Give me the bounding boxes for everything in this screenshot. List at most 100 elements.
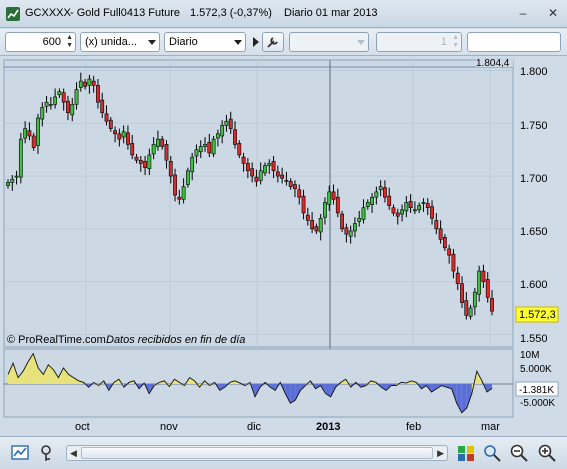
zoom-in-icon[interactable]: [537, 443, 557, 463]
chart-toolbar: 600 ▲ ▼ (x) unida... Diario 1 ▲ ▼: [0, 29, 567, 56]
chevron-down-icon: [148, 40, 156, 45]
candlestick-series: [6, 72, 494, 320]
chart-canvas[interactable]: 1.800 1.750 1.700 1.650 1.600 1.550 1.80…: [0, 57, 567, 435]
volume-negative-area: [290, 384, 296, 404]
price-panel[interactable]: [3, 59, 514, 348]
candle-body: [425, 203, 430, 209]
volume-negative-area: [466, 384, 472, 408]
candle-body: [138, 159, 143, 164]
candle-body: [374, 191, 379, 198]
chevron-down-icon: [357, 40, 365, 45]
candle-body: [156, 138, 160, 147]
candle-body: [344, 227, 349, 235]
volume-positive-area: [28, 353, 34, 384]
magnifier-region-icon[interactable]: [482, 443, 502, 463]
scroll-right-icon[interactable]: ▶: [437, 448, 444, 458]
units-value-input[interactable]: 600 ▲ ▼: [5, 32, 76, 52]
candle-body: [220, 125, 225, 137]
close-button[interactable]: ✕: [547, 6, 559, 20]
color-settings-icon[interactable]: [456, 443, 476, 463]
scroll-left-icon[interactable]: ◀: [70, 448, 77, 458]
volume-positive-area: [43, 364, 49, 384]
price-tick: 1.750: [520, 120, 548, 132]
candle-body: [207, 142, 212, 154]
x-tick: dic: [247, 421, 262, 433]
price-tick: 1.700: [520, 173, 548, 185]
candle-body: [147, 154, 152, 169]
candle-body: [61, 92, 66, 103]
volume-current-badge: [515, 381, 559, 397]
candle-body: [100, 99, 105, 114]
candle-body: [36, 117, 40, 146]
candle-body: [275, 171, 280, 177]
candle-body: [203, 144, 207, 147]
time-scrollbar[interactable]: ◀ ▶: [66, 445, 448, 461]
price-tick: 1.800: [520, 66, 548, 78]
price-tick: 1.550: [520, 333, 548, 345]
spinner-icon: ▲ ▼: [452, 34, 459, 49]
tools-button[interactable]: [262, 32, 284, 52]
candle-body: [361, 207, 366, 220]
blank-field[interactable]: [467, 32, 561, 52]
units-type-label: (x) unida...: [85, 36, 137, 48]
zoom-out-icon[interactable]: [509, 443, 529, 463]
volume-positive-area: [33, 353, 39, 384]
candle-body: [40, 107, 45, 120]
disabled-select: [289, 32, 369, 52]
scrollbar-thumb[interactable]: [81, 447, 433, 459]
disabled-number-value: 1: [440, 36, 447, 48]
candle-body: [413, 209, 417, 212]
candle-body: [451, 253, 456, 272]
candle-body: [442, 236, 447, 249]
candle-body: [181, 186, 186, 200]
candle-body: [233, 129, 237, 145]
volume-panel[interactable]: [3, 348, 514, 418]
chart-settings-icon[interactable]: [10, 443, 30, 463]
candle-body: [254, 176, 259, 182]
candle-body: [164, 144, 169, 161]
volume-negative-area: [486, 384, 492, 392]
candle-body: [53, 96, 58, 105]
units-type-select[interactable]: (x) unida...: [80, 32, 160, 52]
volume-negative-area: [219, 384, 225, 391]
candle-body: [357, 217, 362, 222]
candle-body: [113, 130, 117, 135]
candle-body: [370, 196, 374, 205]
spinner-icon[interactable]: ▲ ▼: [66, 34, 73, 49]
expand-arrow-icon[interactable]: [252, 37, 260, 47]
candle-body: [104, 113, 109, 122]
candle-body: [224, 120, 229, 126]
candle-body: [48, 104, 53, 106]
window-price-change: 1.572,3 (-0,37%): [190, 7, 272, 19]
volume-positive-area: [48, 364, 54, 384]
watermark: © ProRealTime.com: [7, 334, 106, 346]
volume-tick: 5.000K: [520, 364, 552, 375]
candle-body: [168, 160, 173, 177]
candle-body: [18, 138, 23, 178]
candle-body: [301, 195, 306, 214]
candle-body: [271, 160, 276, 172]
chart-area[interactable]: 1.800 1.750 1.700 1.650 1.600 1.550 1.80…: [0, 57, 567, 435]
chevron-down-icon: [234, 40, 242, 45]
minimize-button[interactable]: –: [519, 6, 527, 20]
timeframe-label: Diario: [169, 36, 198, 48]
app-logo-icon: [6, 7, 20, 21]
candle-body: [305, 214, 310, 221]
candle-body: [83, 81, 87, 87]
candle-body: [126, 132, 130, 145]
indicator-icon[interactable]: [38, 443, 58, 463]
candle-body: [258, 170, 263, 181]
candle-body: [297, 189, 302, 198]
candle-body: [468, 307, 473, 317]
timeframe-select[interactable]: Diario: [164, 32, 246, 52]
current-price-badge: [515, 306, 559, 323]
candle-body: [455, 272, 460, 284]
candle-body: [134, 156, 139, 161]
data-note: Datos recibidos en fin de día: [106, 334, 245, 346]
volume-tick: -5.000K: [520, 398, 555, 409]
candle-body: [57, 91, 62, 96]
volume-positive-area: [73, 377, 79, 384]
volume-negative-area: [325, 384, 331, 397]
x-tick: feb: [406, 421, 421, 433]
volume-positive-area: [23, 361, 29, 384]
